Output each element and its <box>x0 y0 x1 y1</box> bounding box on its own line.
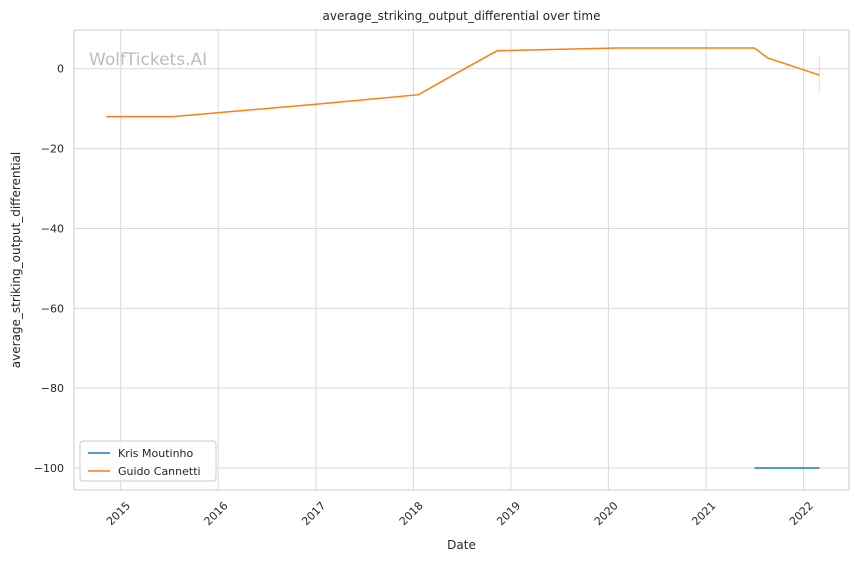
x-tick-labels: 2015 2016 2017 2018 2019 2020 2021 2022 <box>104 499 816 528</box>
y-tick-label: −100 <box>34 462 64 475</box>
legend-label: Guido Cannetti <box>118 465 201 478</box>
x-tick-label: 2016 <box>202 499 231 528</box>
series-layer <box>106 47 820 469</box>
x-tick-label: 2015 <box>104 499 133 528</box>
y-tick-label: −20 <box>41 143 64 156</box>
x-tick-label: 2020 <box>592 499 621 528</box>
y-axis-label: average_striking_output_differential <box>9 152 23 368</box>
legend: Kris Moutinho Guido Cannetti <box>79 440 217 482</box>
x-tick-label: 2017 <box>299 499 328 528</box>
x-tick-label: 2018 <box>397 499 426 528</box>
y-tick-label: 0 <box>57 63 64 76</box>
series-guido-cannetti <box>106 47 820 118</box>
chart-title: average_striking_output_differential ove… <box>323 9 601 23</box>
y-tick-label: −80 <box>41 382 64 395</box>
x-tick-label: 2022 <box>787 499 816 528</box>
series-line <box>106 47 820 118</box>
plot-frame <box>73 29 850 491</box>
x-axis-label: Date <box>447 538 476 552</box>
legend-box <box>79 440 217 482</box>
y-tick-labels: 0 −20 −40 −60 −80 −100 <box>34 63 64 475</box>
y-tick-label: −40 <box>41 222 64 235</box>
y-tick-label: −60 <box>41 302 64 315</box>
x-tick-label: 2021 <box>689 499 718 528</box>
watermark: WolfTickets.AI <box>89 50 207 70</box>
grid <box>74 30 849 490</box>
legend-label: Kris Moutinho <box>118 447 194 460</box>
x-tick-label: 2019 <box>494 499 523 528</box>
